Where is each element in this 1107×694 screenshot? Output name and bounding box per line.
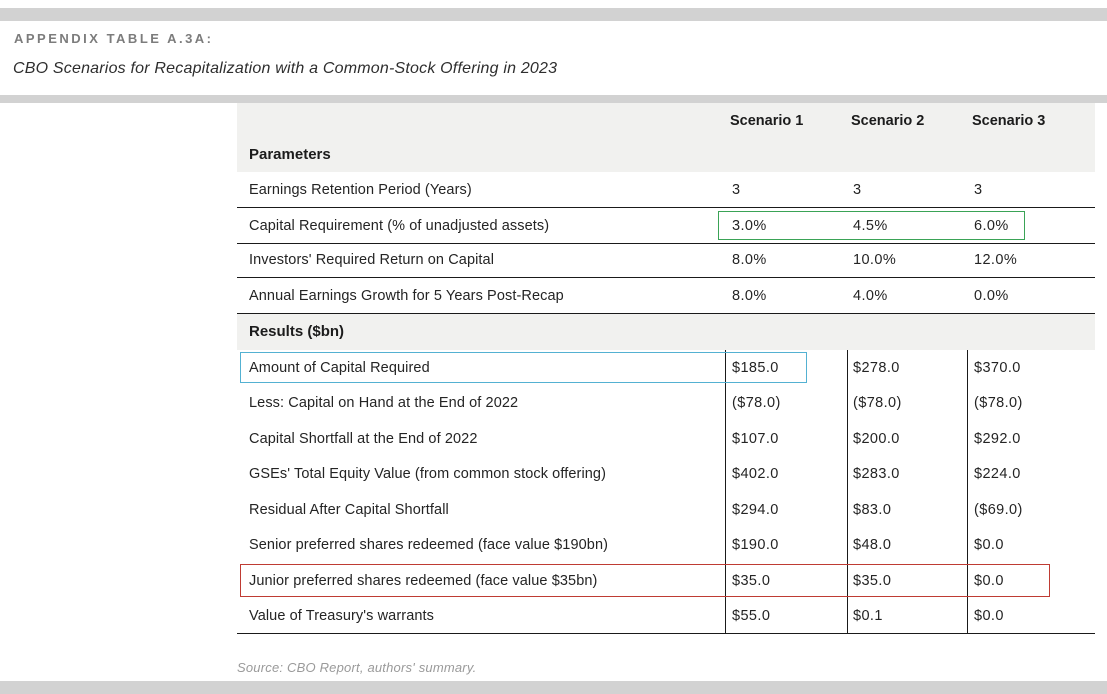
row-label: Annual Earnings Growth for 5 Years Post-… bbox=[249, 287, 564, 304]
cell-value: $402.0 bbox=[732, 466, 779, 483]
cell-value: $55.0 bbox=[732, 608, 771, 625]
cell-value: $107.0 bbox=[732, 430, 779, 447]
cell-value: 0.0% bbox=[974, 287, 1009, 304]
highlight-box-blue bbox=[240, 352, 807, 383]
cell-value: $185.0 bbox=[732, 359, 779, 376]
cell-value: 3 bbox=[974, 181, 983, 198]
cell-value: $292.0 bbox=[974, 430, 1021, 447]
cell-value: ($78.0) bbox=[974, 395, 1023, 412]
section-header-results-band: Results ($bn) bbox=[237, 314, 1095, 350]
cell-value: 3 bbox=[853, 181, 862, 198]
row-label: Less: Capital on Hand at the End of 2022 bbox=[249, 395, 519, 412]
table-header-band: Scenario 1 Scenario 2 Scenario 3 Paramet… bbox=[237, 103, 1095, 172]
highlight-box-green bbox=[718, 211, 1025, 240]
table-row: Investors' Required Return on Capital 8.… bbox=[237, 243, 1095, 278]
column-header-scenario-1: Scenario 1 bbox=[730, 113, 804, 129]
table-row: Junior preferred shares redeemed (face v… bbox=[237, 563, 1095, 599]
cell-value: 8.0% bbox=[732, 252, 767, 268]
table-row: Amount of Capital Required $185.0 $278.0… bbox=[237, 350, 1095, 386]
cell-value: 4.0% bbox=[853, 287, 888, 304]
row-label: Capital Shortfall at the End of 2022 bbox=[249, 430, 478, 447]
table-row: Earnings Retention Period (Years) 3 3 3 bbox=[237, 172, 1095, 208]
cell-value: $83.0 bbox=[853, 501, 892, 518]
cell-value: 3.0% bbox=[732, 217, 767, 234]
column-header-scenario-2: Scenario 2 bbox=[851, 113, 925, 129]
cell-value: ($69.0) bbox=[974, 501, 1023, 518]
table-row: Residual After Capital Shortfall $294.0 … bbox=[237, 492, 1095, 528]
row-label: Value of Treasury's warrants bbox=[249, 608, 435, 625]
cell-value: $283.0 bbox=[853, 466, 900, 483]
cell-value: 3 bbox=[732, 181, 741, 198]
row-label: Residual After Capital Shortfall bbox=[249, 501, 449, 518]
row-label: GSEs' Total Equity Value (from common st… bbox=[249, 466, 607, 483]
column-header-scenario-3: Scenario 3 bbox=[972, 113, 1046, 129]
cell-value: $190.0 bbox=[732, 537, 779, 554]
row-label: Senior preferred shares redeemed (face v… bbox=[249, 537, 609, 554]
cell-value: $35.0 bbox=[853, 572, 892, 589]
row-label: Junior preferred shares redeemed (face v… bbox=[249, 572, 598, 589]
table-row: Capital Requirement (% of unadjusted ass… bbox=[237, 208, 1095, 244]
cell-value: $35.0 bbox=[732, 572, 771, 589]
cell-value: $294.0 bbox=[732, 501, 779, 518]
cell-value: $0.0 bbox=[974, 608, 1004, 625]
section-header-parameters: Parameters bbox=[249, 146, 331, 163]
column-divider bbox=[847, 350, 848, 634]
cell-value: $0.0 bbox=[974, 537, 1004, 554]
scenario-table: Scenario 1 Scenario 2 Scenario 3 Paramet… bbox=[237, 103, 1095, 635]
column-divider bbox=[967, 350, 968, 634]
cell-value: $0.0 bbox=[974, 572, 1004, 589]
column-divider bbox=[725, 350, 726, 634]
cell-value: ($78.0) bbox=[853, 395, 902, 412]
cell-value: 6.0% bbox=[974, 217, 1009, 234]
title-divider-bar bbox=[0, 95, 1107, 103]
table-row: GSEs' Total Equity Value (from common st… bbox=[237, 457, 1095, 493]
row-label: Earnings Retention Period (Years) bbox=[249, 181, 472, 198]
results-body: Amount of Capital Required $185.0 $278.0… bbox=[237, 350, 1095, 634]
row-label: Amount of Capital Required bbox=[249, 359, 430, 376]
table-row: Senior preferred shares redeemed (face v… bbox=[237, 528, 1095, 564]
cell-value: $200.0 bbox=[853, 430, 900, 447]
source-note: Source: CBO Report, authors' summary. bbox=[237, 660, 477, 675]
cell-value: $278.0 bbox=[853, 359, 900, 376]
table-title: CBO Scenarios for Recapitalization with … bbox=[13, 60, 558, 77]
table-row: Capital Shortfall at the End of 2022 $10… bbox=[237, 421, 1095, 457]
cell-value: $224.0 bbox=[974, 466, 1021, 483]
cell-value: 4.5% bbox=[853, 217, 888, 234]
top-divider-bar bbox=[0, 8, 1107, 21]
cell-value: $0.1 bbox=[853, 608, 883, 625]
cell-value: 12.0% bbox=[974, 252, 1018, 268]
section-header-results: Results ($bn) bbox=[249, 323, 345, 340]
table-eyebrow: APPENDIX TABLE A.3A: bbox=[14, 31, 214, 46]
cell-value: $370.0 bbox=[974, 359, 1021, 376]
bottom-divider-bar bbox=[0, 681, 1107, 694]
highlight-box-red bbox=[240, 564, 1050, 597]
table-row: Less: Capital on Hand at the End of 2022… bbox=[237, 386, 1095, 422]
cell-value: ($78.0) bbox=[732, 395, 781, 412]
row-label: Capital Requirement (% of unadjusted ass… bbox=[249, 217, 550, 234]
cell-value: 8.0% bbox=[732, 287, 767, 304]
table-row: Value of Treasury's warrants $55.0 $0.1 … bbox=[237, 599, 1095, 635]
table-row: Annual Earnings Growth for 5 Years Post-… bbox=[237, 278, 1095, 314]
cell-value: $48.0 bbox=[853, 537, 892, 554]
row-label: Investors' Required Return on Capital bbox=[249, 252, 495, 268]
cell-value: 10.0% bbox=[853, 252, 897, 268]
